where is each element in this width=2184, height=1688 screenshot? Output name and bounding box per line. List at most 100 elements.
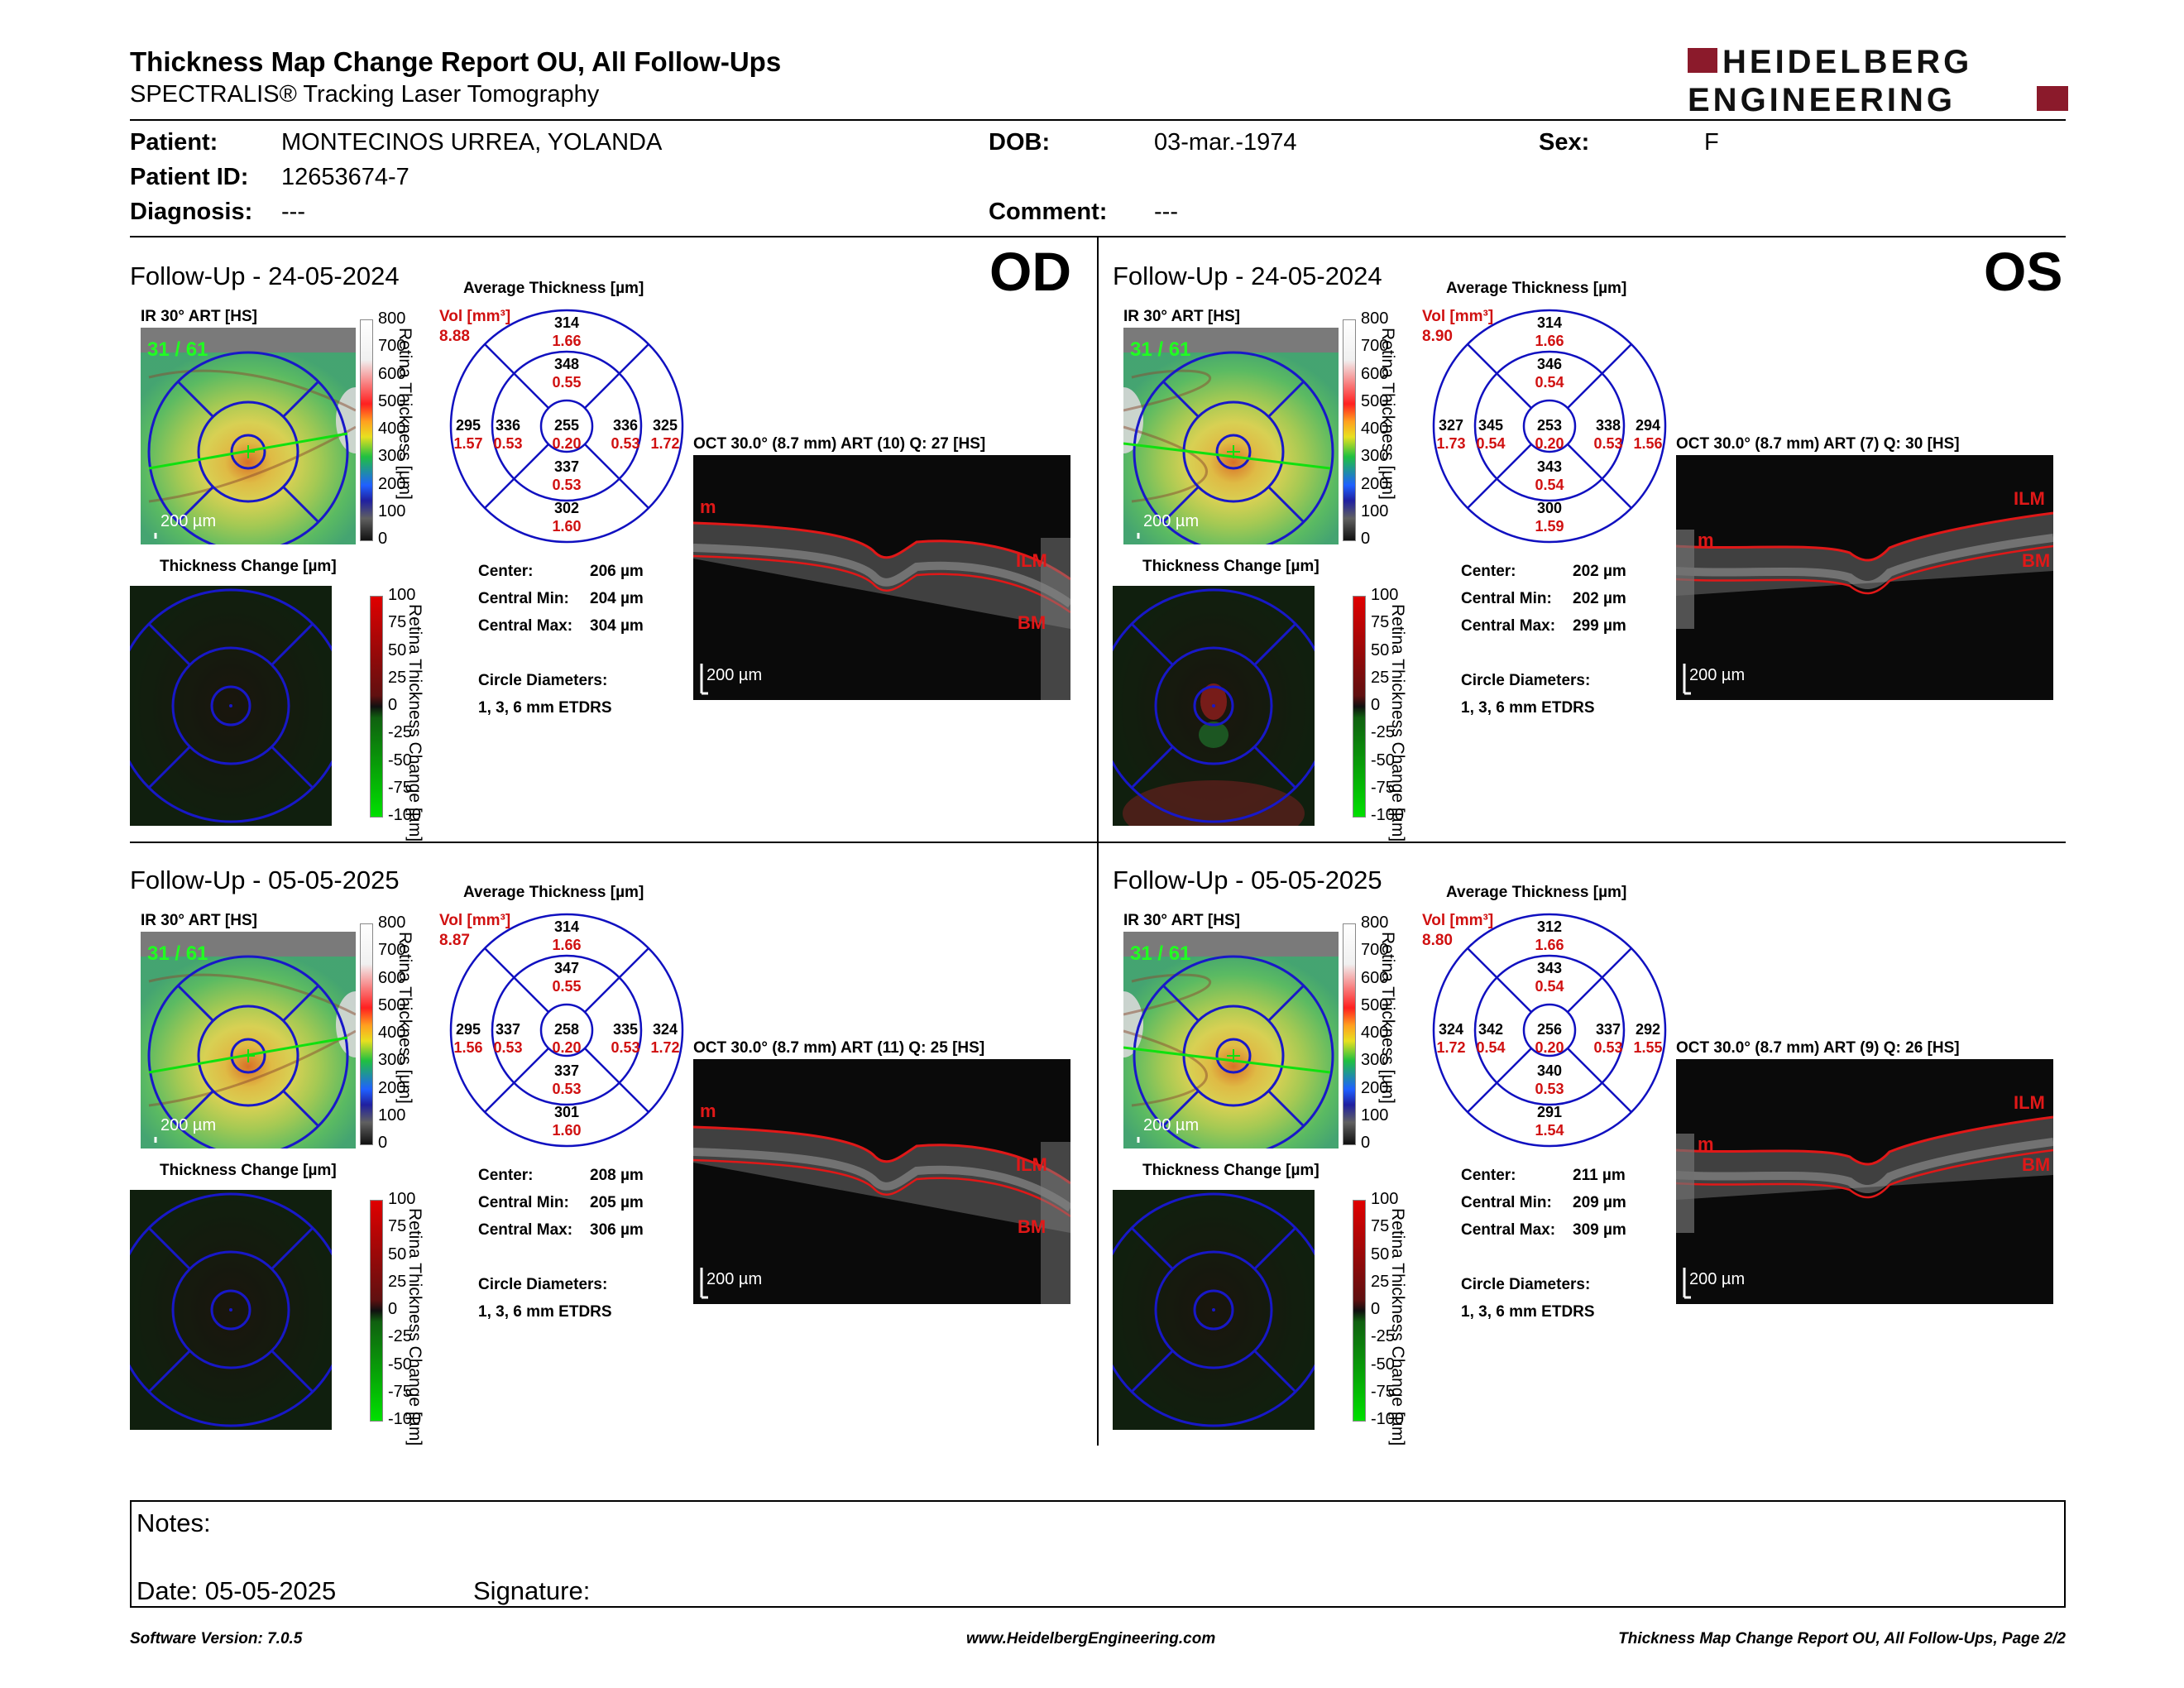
fundus-thickness-map: 31 / 61 200 µm	[1104, 932, 1339, 1157]
fundus-scale: 200 µm	[160, 1116, 216, 1134]
central-min-value: 205 µm	[590, 1194, 644, 1211]
colorbar-tick: 500	[1361, 995, 1389, 1014]
colorbar-tick: -50	[388, 1355, 412, 1374]
colorbar-tick: 75	[1371, 613, 1390, 632]
outer-superior-volume: 1.66	[552, 333, 581, 349]
inner-inferior-volume: 0.54	[1535, 477, 1564, 493]
colorbar-tick: 400	[378, 420, 406, 438]
bm-label: BM	[2022, 550, 2050, 571]
colorbar-tick: 700	[378, 941, 406, 960]
colorbar-tick: 75	[1371, 1217, 1390, 1236]
colorbar-tick: 700	[1361, 941, 1389, 960]
colorbar-axis-label: Retina Thickness Change [µm]	[405, 1208, 424, 1446]
ilm-label: ILM	[2014, 488, 2045, 509]
website-link[interactable]: www.HeidelbergEngineering.com	[966, 1630, 1216, 1647]
center-volume: 0.20	[552, 1039, 581, 1056]
colorbar-tick: 300	[1361, 447, 1389, 466]
bm-label: BM	[2022, 1154, 2050, 1175]
central-max-value: 299 µm	[1573, 617, 1626, 635]
inner-right-value: 336	[613, 417, 638, 434]
inner-right-volume: 0.53	[611, 435, 639, 452]
colorbar-tick: 100	[378, 501, 406, 520]
etdrs-thickness-grid: 314 1.66 348 0.55 255 0.20 337 0.53 302 1.60 295 1.…	[447, 306, 687, 546]
inner-inferior-value: 343	[1537, 458, 1562, 475]
divider	[130, 236, 2066, 237]
colorbar-tick: -100	[388, 806, 422, 824]
colorbar-tick: 800	[1361, 914, 1389, 932]
fundus-scale: 200 µm	[1143, 512, 1199, 530]
inner-left-value: 345	[1478, 417, 1503, 434]
volume-label: Vol [mm³]	[439, 308, 511, 325]
patient-id: 12653674-7	[281, 164, 410, 190]
central-min-label: Central Min:	[1461, 590, 1552, 607]
inner-right-volume: 0.53	[1593, 1039, 1622, 1056]
thickness-change-title: Thickness Change [µm]	[160, 558, 337, 575]
frame-count: 31 / 61	[1130, 338, 1190, 361]
colorbar-tick: -100	[1371, 1410, 1405, 1428]
central-max-value: 304 µm	[590, 617, 644, 635]
central-max-label: Central Max:	[478, 617, 573, 635]
colorbar-tick: 100	[388, 1190, 416, 1208]
outer-right-volume: 1.72	[650, 435, 679, 452]
volume-label: Vol [mm³]	[1422, 308, 1494, 325]
colorbar-tick: 50	[388, 1244, 407, 1264]
center-volume: 0.20	[1535, 435, 1564, 452]
colorbar-tick: 0	[378, 530, 388, 548]
ir-label: IR 30° ART [HS]	[141, 912, 257, 929]
outer-left-volume: 1.73	[1436, 435, 1465, 452]
dob-value: 03-mar.-1974	[1154, 129, 1297, 156]
inner-right-value: 338	[1596, 417, 1621, 434]
colorbar-tick: 100	[378, 1105, 406, 1125]
followup-title: Follow-Up - 24-05-2024	[130, 261, 400, 290]
colorbar-tick: 300	[378, 1051, 406, 1070]
outer-inferior-volume: 1.60	[552, 1122, 581, 1139]
outer-superior-value: 314	[1537, 314, 1562, 331]
patient-label: Patient:	[130, 129, 218, 156]
followup-title: Follow-Up - 05-05-2025	[1113, 866, 1382, 894]
software-version: Software Version: 7.0.5	[130, 1630, 303, 1647]
central-min-label: Central Min:	[478, 590, 569, 607]
center-value: 256	[1537, 1021, 1562, 1038]
outer-inferior-value: 300	[1537, 500, 1562, 516]
change-colorbar	[1353, 596, 1366, 818]
colorbar-tick: 75	[388, 1217, 407, 1236]
inner-inferior-volume: 0.53	[552, 477, 581, 493]
colorbar-tick: -25	[388, 723, 412, 742]
outer-right-value: 325	[653, 417, 678, 434]
circle-diameters-label: Circle Diameters:	[1461, 1276, 1591, 1293]
ir-label: IR 30° ART [HS]	[1123, 308, 1240, 325]
thickness-change-title: Thickness Change [µm]	[1142, 1162, 1320, 1179]
colorbar-tick: -100	[388, 1410, 422, 1428]
average-thickness-title: Average Thickness [µm]	[1446, 280, 1627, 297]
ilm-label: ILM	[2014, 1092, 2045, 1113]
colorbar-axis-label: Retina Thickness Change [µm]	[1388, 604, 1407, 842]
circle-diameters-value: 1, 3, 6 mm ETDRS	[478, 699, 612, 717]
colorbar-tick: -50	[1371, 750, 1395, 770]
outer-superior-volume: 1.66	[1535, 333, 1564, 349]
oct-bscan-image: ILM BM m 200 µm	[1675, 1059, 2054, 1304]
colorbar-tick: 0	[1371, 696, 1381, 714]
change-colorbar	[1353, 1200, 1366, 1422]
oct-bscan-image: ILM BM m 200 µm	[1675, 455, 2054, 700]
colorbar-tick: 700	[1361, 337, 1389, 356]
outer-left-volume: 1.72	[1436, 1039, 1465, 1056]
outer-inferior-value: 302	[554, 500, 579, 516]
outer-left-value: 295	[456, 417, 481, 434]
ilm-label: ILM	[1016, 1154, 1047, 1175]
colorbar-tick: 75	[388, 613, 407, 632]
colorbar-tick: 50	[388, 640, 407, 659]
center-value: 211 µm	[1573, 1167, 1626, 1184]
colorbar-tick: -25	[1371, 1327, 1395, 1346]
quadrant-divider	[130, 842, 2066, 843]
colorbar-tick: 0	[378, 1134, 388, 1152]
inner-inferior-value: 337	[554, 458, 579, 475]
followup-title: Follow-Up - 05-05-2025	[130, 866, 400, 894]
thickness-colorbar	[1343, 319, 1356, 541]
logo-line1: HEIDELBERG	[1722, 45, 1972, 80]
heidelberg-logo: HEIDELBERG ENGINEERING	[1688, 45, 2068, 116]
ir-label: IR 30° ART [HS]	[141, 308, 257, 325]
average-thickness-title: Average Thickness [µm]	[463, 280, 644, 297]
outer-superior-value: 314	[554, 918, 579, 935]
colorbar-tick: 50	[1371, 640, 1390, 659]
m-label: m	[1698, 1134, 1714, 1154]
